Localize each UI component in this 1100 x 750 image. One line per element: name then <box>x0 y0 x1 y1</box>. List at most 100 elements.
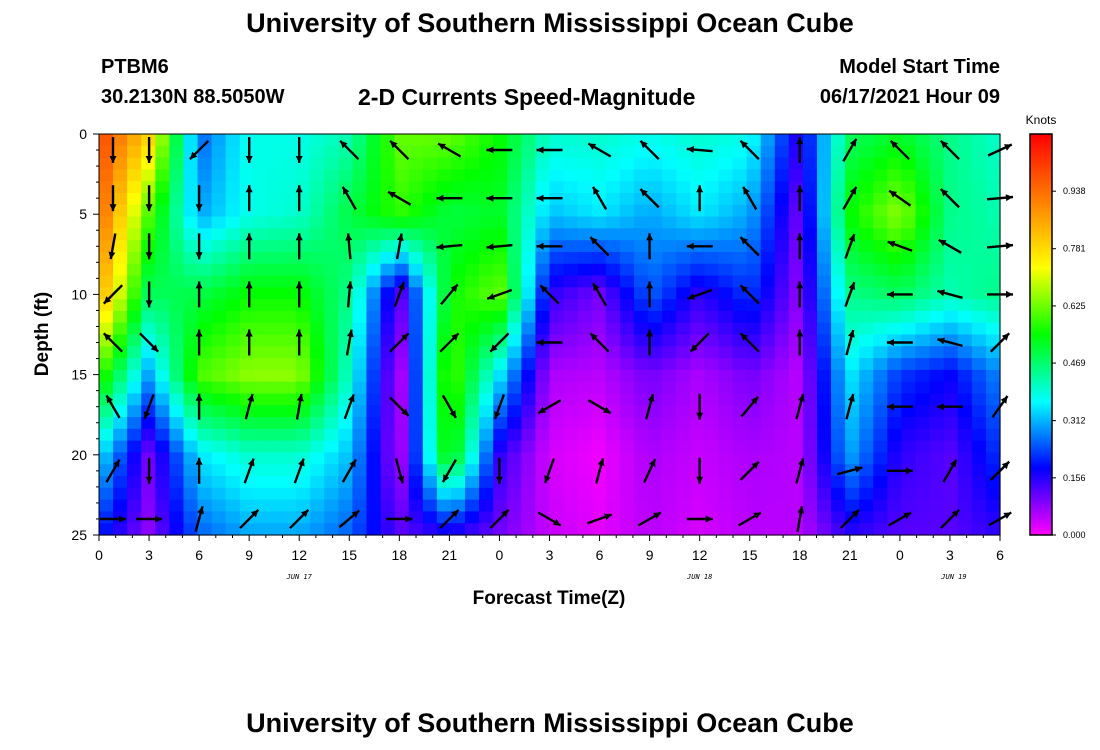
heatmap-cell <box>591 499 607 513</box>
heatmap-cell <box>310 134 325 147</box>
heatmap-cell <box>732 157 748 170</box>
heatmap-cell <box>774 181 790 194</box>
heatmap-cell <box>408 476 424 489</box>
heatmap-cell <box>648 299 663 312</box>
heatmap-cell <box>915 381 931 395</box>
heatmap-cell <box>352 381 368 395</box>
heatmap-cell <box>619 275 635 288</box>
heatmap-cell <box>535 181 551 194</box>
heatmap-cell <box>479 263 494 277</box>
heatmap-cell <box>816 369 832 383</box>
heatmap-cell <box>535 393 551 406</box>
heatmap-cell <box>507 428 522 442</box>
current-vector <box>245 233 253 260</box>
heatmap-cell <box>225 417 241 430</box>
heatmap-cell <box>99 440 114 454</box>
heatmap-cell <box>225 240 241 253</box>
heatmap-cell <box>619 299 635 312</box>
heatmap-cell <box>746 322 762 336</box>
heatmap-cell <box>845 476 860 489</box>
heatmap-cell <box>422 287 438 300</box>
current-vector <box>937 337 963 348</box>
heatmap-cell <box>155 228 170 241</box>
current-vector <box>195 233 203 260</box>
heatmap-cell <box>394 181 410 194</box>
heatmap-cell <box>985 204 1001 218</box>
heatmap-cell <box>901 251 917 265</box>
heatmap-cell <box>746 228 762 241</box>
heatmap-cell <box>324 428 339 442</box>
heatmap-cell <box>127 228 142 241</box>
heatmap-cell <box>296 523 311 536</box>
heatmap-cell <box>267 322 283 336</box>
heatmap-cell <box>676 417 691 430</box>
heatmap-cell <box>310 369 325 383</box>
heatmap-cell <box>662 523 677 536</box>
heatmap-cell <box>943 204 959 218</box>
heatmap-cell <box>591 487 607 501</box>
heatmap-cell <box>985 181 1001 194</box>
heatmap-cell <box>422 511 438 524</box>
heatmap-cell <box>211 310 227 324</box>
heatmap-cell <box>873 192 888 206</box>
heatmap-cell <box>366 428 382 442</box>
x-tick-label: 0 <box>496 547 504 563</box>
heatmap-cell <box>887 381 903 395</box>
heatmap-cell <box>521 476 537 489</box>
heatmap-cell <box>633 334 649 347</box>
heatmap-cell <box>211 157 227 170</box>
heatmap-cell <box>465 169 480 182</box>
heatmap-cell <box>816 440 832 454</box>
heatmap-cell <box>507 440 522 454</box>
heatmap-cell <box>732 381 748 395</box>
heatmap-cell <box>985 476 1001 489</box>
heatmap-cell <box>943 251 959 265</box>
heatmap-cell <box>493 417 508 430</box>
heatmap-cell <box>901 228 917 241</box>
heatmap-cell <box>774 511 790 524</box>
current-vector <box>886 467 913 475</box>
heatmap-cell <box>493 169 508 182</box>
heatmap-cell <box>549 263 565 277</box>
heatmap-cell <box>831 310 846 324</box>
heatmap-cell <box>985 440 1001 454</box>
heatmap-cell <box>788 204 804 218</box>
heatmap-cell <box>310 405 325 418</box>
x-tick-label: 15 <box>341 547 357 563</box>
heatmap-cell <box>563 405 579 418</box>
heatmap-cell <box>225 287 241 300</box>
heatmap-cell <box>141 381 156 395</box>
heatmap-cell <box>408 499 424 513</box>
current-vector <box>437 142 462 158</box>
heatmap-cell <box>633 405 649 418</box>
heatmap-cell <box>282 393 297 406</box>
heatmap-cell <box>760 511 776 524</box>
heatmap-cell <box>352 157 368 170</box>
heatmap-cell <box>521 263 537 277</box>
current-vector <box>387 190 412 206</box>
heatmap-cell <box>479 440 494 454</box>
heatmap-cell <box>465 192 480 206</box>
heatmap-cell <box>296 216 311 229</box>
heatmap-cell <box>873 440 888 454</box>
heatmap-cell <box>662 428 677 442</box>
heatmap-cell <box>591 169 607 182</box>
heatmap-cell <box>816 228 832 241</box>
heatmap-cell <box>605 322 621 336</box>
heatmap-cell <box>957 275 973 288</box>
heatmap-cell <box>253 464 269 477</box>
heatmap-cell <box>760 346 776 359</box>
heatmap-cell <box>676 452 691 465</box>
heatmap-cell <box>774 346 790 359</box>
heatmap-cell <box>816 476 832 489</box>
heatmap-cell <box>901 381 917 395</box>
heatmap-cell <box>971 240 987 253</box>
heatmap-cell <box>141 499 156 513</box>
heatmap-cell <box>549 369 565 383</box>
heatmap-cell <box>239 428 255 442</box>
heatmap-cell <box>774 322 790 336</box>
current-vector <box>539 284 560 305</box>
heatmap-cell <box>802 381 818 395</box>
heatmap-cell <box>408 464 424 477</box>
